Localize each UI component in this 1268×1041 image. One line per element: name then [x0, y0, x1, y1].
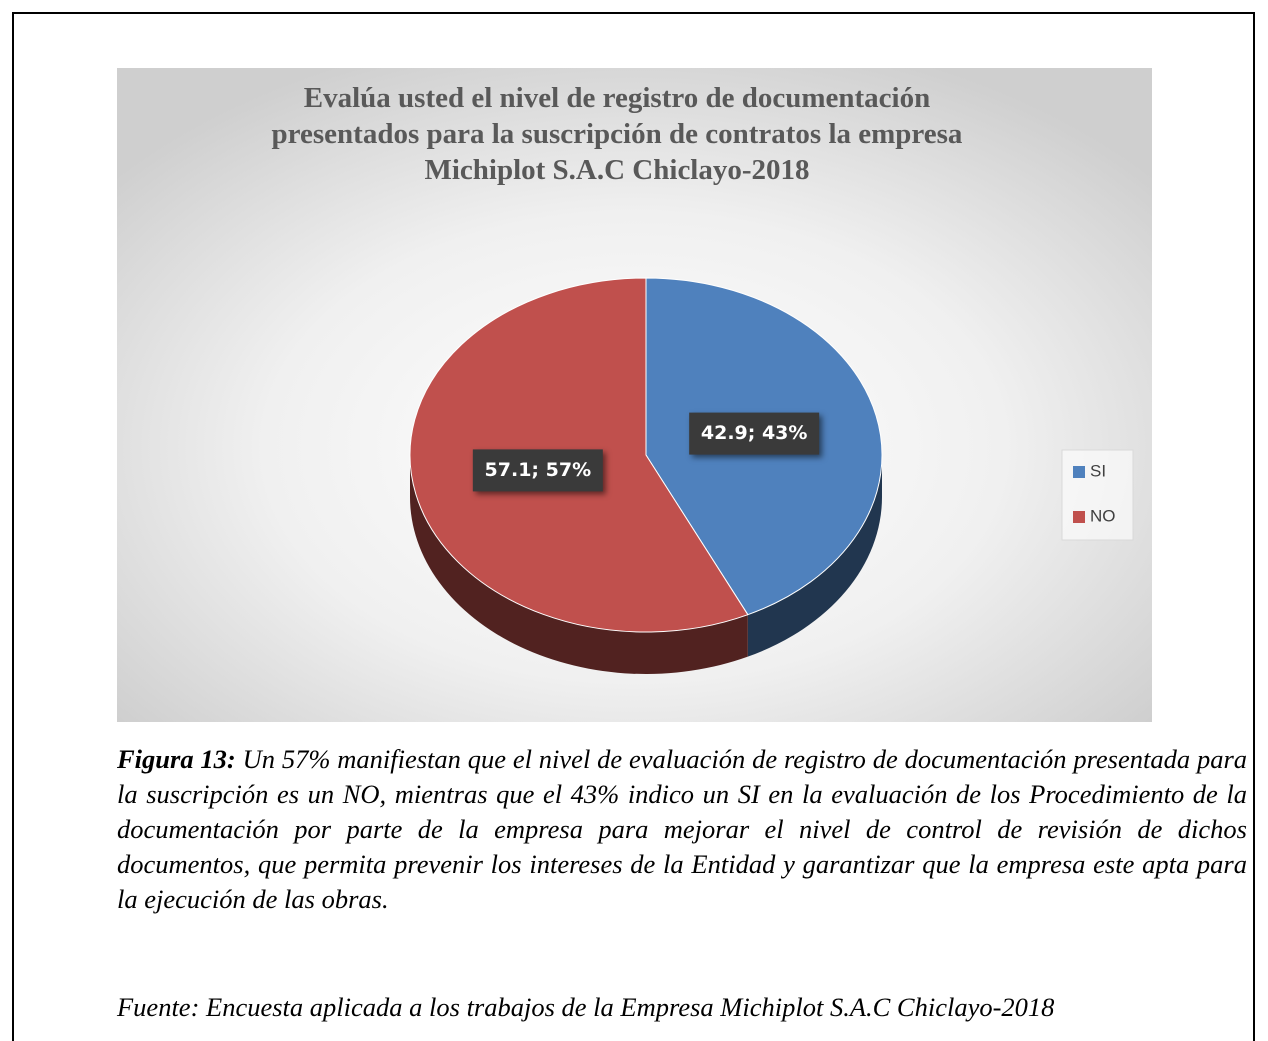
- legend-label: NO: [1090, 506, 1116, 525]
- data-label: 57.1; 57%: [485, 459, 592, 481]
- legend-swatch: [1073, 466, 1085, 478]
- chart: Evalúa usted el nivel de registro de doc…: [117, 68, 1152, 722]
- caption-text: Un 57% manifiestan que el nivel de evalu…: [117, 744, 1248, 914]
- chart-title: presentados para la suscripción de contr…: [272, 118, 963, 150]
- data-label-box: [472, 449, 603, 492]
- source: Fuente: Encuesta aplicada a los trabajos…: [117, 992, 1055, 1022]
- legend-swatch: [1073, 511, 1085, 523]
- caption-label: Figura 13:: [117, 744, 236, 774]
- pie-side: [747, 455, 882, 657]
- legend-box: [1061, 449, 1134, 541]
- pie-side: [410, 455, 748, 674]
- legend-label: SI: [1090, 461, 1106, 480]
- chart-title: Michiplot S.A.C Chiclayo-2018: [424, 154, 809, 186]
- caption: Figura 13: Un 57% manifiestan que el niv…: [117, 742, 1247, 917]
- data-label: 42.9; 43%: [701, 422, 808, 444]
- frame: [12, 12, 1255, 1041]
- chart-title: Evalúa usted el nivel de registro de doc…: [304, 82, 930, 114]
- data-label-box: [689, 412, 820, 455]
